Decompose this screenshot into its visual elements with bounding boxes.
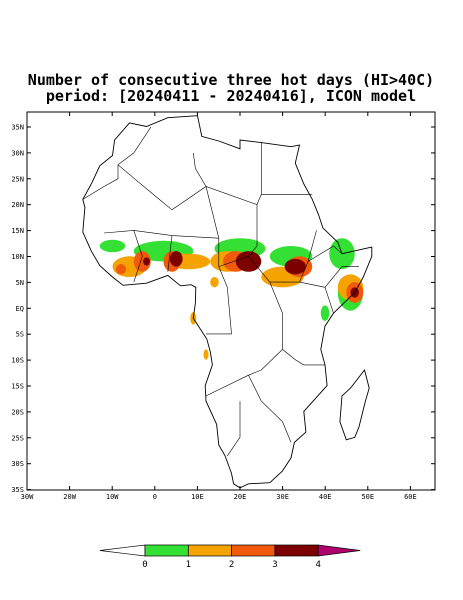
coastline [82,115,373,489]
lat-label: 15S [11,383,24,391]
colorbar-label: 0 [142,560,147,570]
border [133,230,143,283]
lat-label: 15N [11,227,24,235]
colorbar: 0 1 2 3 4 [99,544,361,570]
lat-label: 5S [16,331,24,339]
lat-label: 10S [11,357,24,365]
colorbar-label: 4 [315,560,320,570]
colorbar-segment [274,544,319,557]
lon-label: 50E [361,493,374,501]
map-area [82,115,373,489]
border [260,142,313,195]
hot-spot [210,276,219,288]
border [307,245,343,262]
lon-label: 30W [21,493,34,501]
lat-label: 30S [11,460,24,468]
hot-spot [203,349,209,360]
hot-spot [284,258,306,275]
lon-label: 30E [276,493,289,501]
border [205,281,283,397]
lat-label: 5N [16,279,24,287]
colorbar-segment [231,544,276,557]
map-frame [26,111,436,491]
lon-label: 40E [319,493,332,501]
border [227,401,241,457]
lat-label: 25N [11,175,24,183]
lon-label: 20W [63,493,76,501]
lat-label: 35S [11,486,24,494]
colorbar-arrow [99,544,146,557]
border [103,230,219,239]
colorbar-label: 2 [229,560,234,570]
title-line: period: [20240411 - 20240416], ICON mode… [46,87,416,105]
border [282,349,325,366]
hot-spot [133,251,151,272]
coastline [339,368,370,441]
hot-spot [235,251,262,272]
hot-spot [169,251,183,267]
lat-label: 30N [11,149,24,157]
colorbar-label: 1 [186,560,191,570]
lat-label: 20S [11,408,24,416]
border [206,266,232,335]
hot-spot [143,257,150,266]
hot-spot [115,264,127,275]
hot-spot [99,239,126,253]
hot-spot [320,305,330,321]
lon-label: 10W [106,493,119,501]
lat-label: 25S [11,434,24,442]
colorbar-label: 3 [272,560,277,570]
border [248,375,292,443]
lat-label: 10N [11,253,24,261]
colorbar-arrow [317,544,361,557]
border [167,235,173,272]
border [193,152,207,187]
lat-label: 20N [11,201,24,209]
border [82,126,152,200]
border [256,194,262,205]
lon-label: 60E [404,493,417,501]
lon-label: 20E [234,493,247,501]
lon-label: 10E [191,493,204,501]
border [324,266,359,288]
lat-label: 35N [11,124,24,132]
title-line: Number of consecutive three hot days (HI… [28,71,434,89]
colorbar-segment [144,544,189,557]
lat-label: EQ [16,305,24,313]
colorbar-segment [187,544,232,557]
lon-label: 0 [153,493,157,501]
